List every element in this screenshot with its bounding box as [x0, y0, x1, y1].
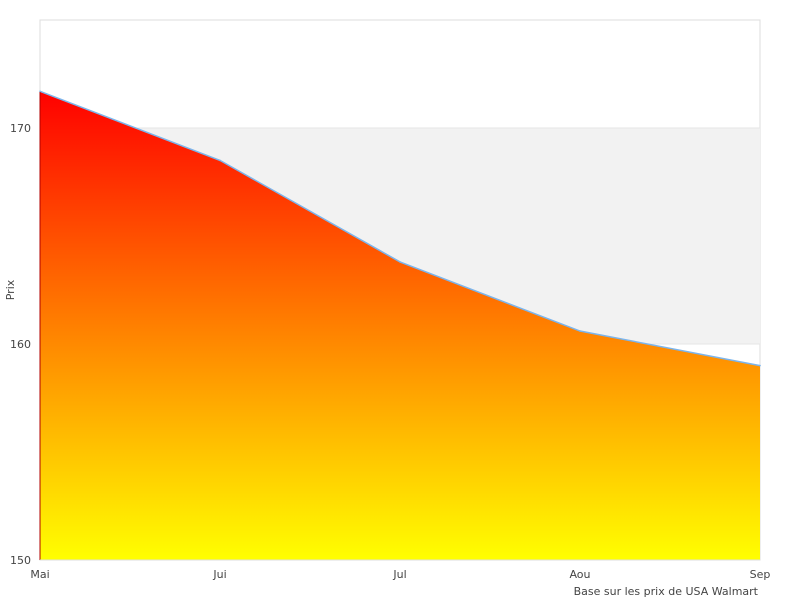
x-tick-label: Mai [30, 568, 49, 581]
data-point[interactable] [399, 261, 401, 263]
x-tick-label: Jui [212, 568, 226, 581]
series-area-fill [40, 91, 760, 560]
y-tick-label: 150 [10, 554, 31, 567]
data-point[interactable] [759, 364, 761, 367]
series-area [39, 90, 761, 560]
x-axis: Mai Jui Jul Aou Sep [30, 559, 771, 581]
y-axis-title: Prix [4, 279, 17, 300]
y-tick-label: 170 [10, 122, 31, 135]
data-point[interactable] [579, 330, 581, 332]
x-tick-label: Aou [569, 568, 590, 581]
credits: Base sur les prix de USA Walmart [574, 585, 759, 598]
y-axis: 150 160 170 [10, 122, 31, 567]
x-tick-label: Sep [750, 568, 771, 581]
data-point[interactable] [39, 90, 41, 93]
x-tick-label: Jul [392, 568, 406, 581]
y-tick-label: 160 [10, 338, 31, 351]
data-point[interactable] [219, 159, 221, 162]
